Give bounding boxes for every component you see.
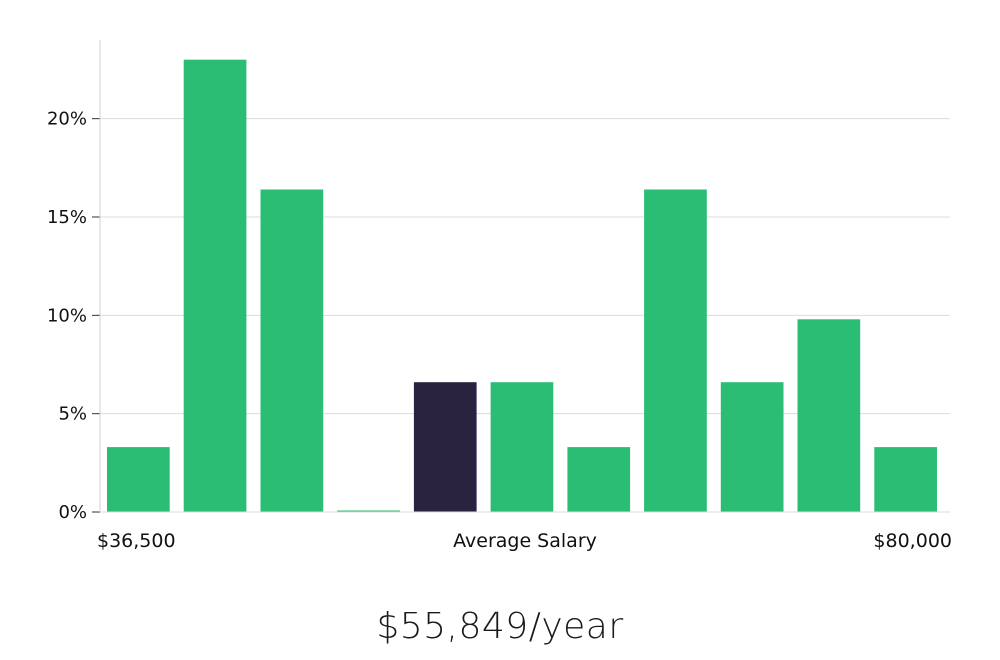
axis-layer: 0% 5% 10% 15% 20%	[47, 40, 950, 523]
average-salary-value: $55,849/year	[376, 606, 624, 647]
bar-highlighted[interactable]	[413, 382, 477, 512]
y-tick-label: 15%	[47, 207, 87, 228]
bar[interactable]	[720, 382, 784, 512]
bar[interactable]	[337, 510, 400, 513]
bar[interactable]	[567, 447, 631, 512]
bar-layer	[107, 59, 937, 513]
y-tick-label: 10%	[47, 305, 87, 326]
y-tick-label: 0%	[58, 502, 87, 523]
bar[interactable]	[644, 189, 707, 513]
bar[interactable]	[874, 447, 937, 512]
bar[interactable]	[797, 319, 861, 512]
bar[interactable]	[107, 447, 170, 512]
y-tick-label: 5%	[58, 404, 87, 425]
x-label-max: $80,000	[873, 530, 952, 552]
x-label-center: Average Salary	[453, 530, 597, 552]
x-label-min: $36,500	[97, 530, 176, 552]
y-tick-label: 20%	[47, 109, 87, 130]
bar[interactable]	[260, 189, 324, 513]
bar[interactable]	[183, 59, 247, 512]
bar[interactable]	[490, 382, 554, 512]
